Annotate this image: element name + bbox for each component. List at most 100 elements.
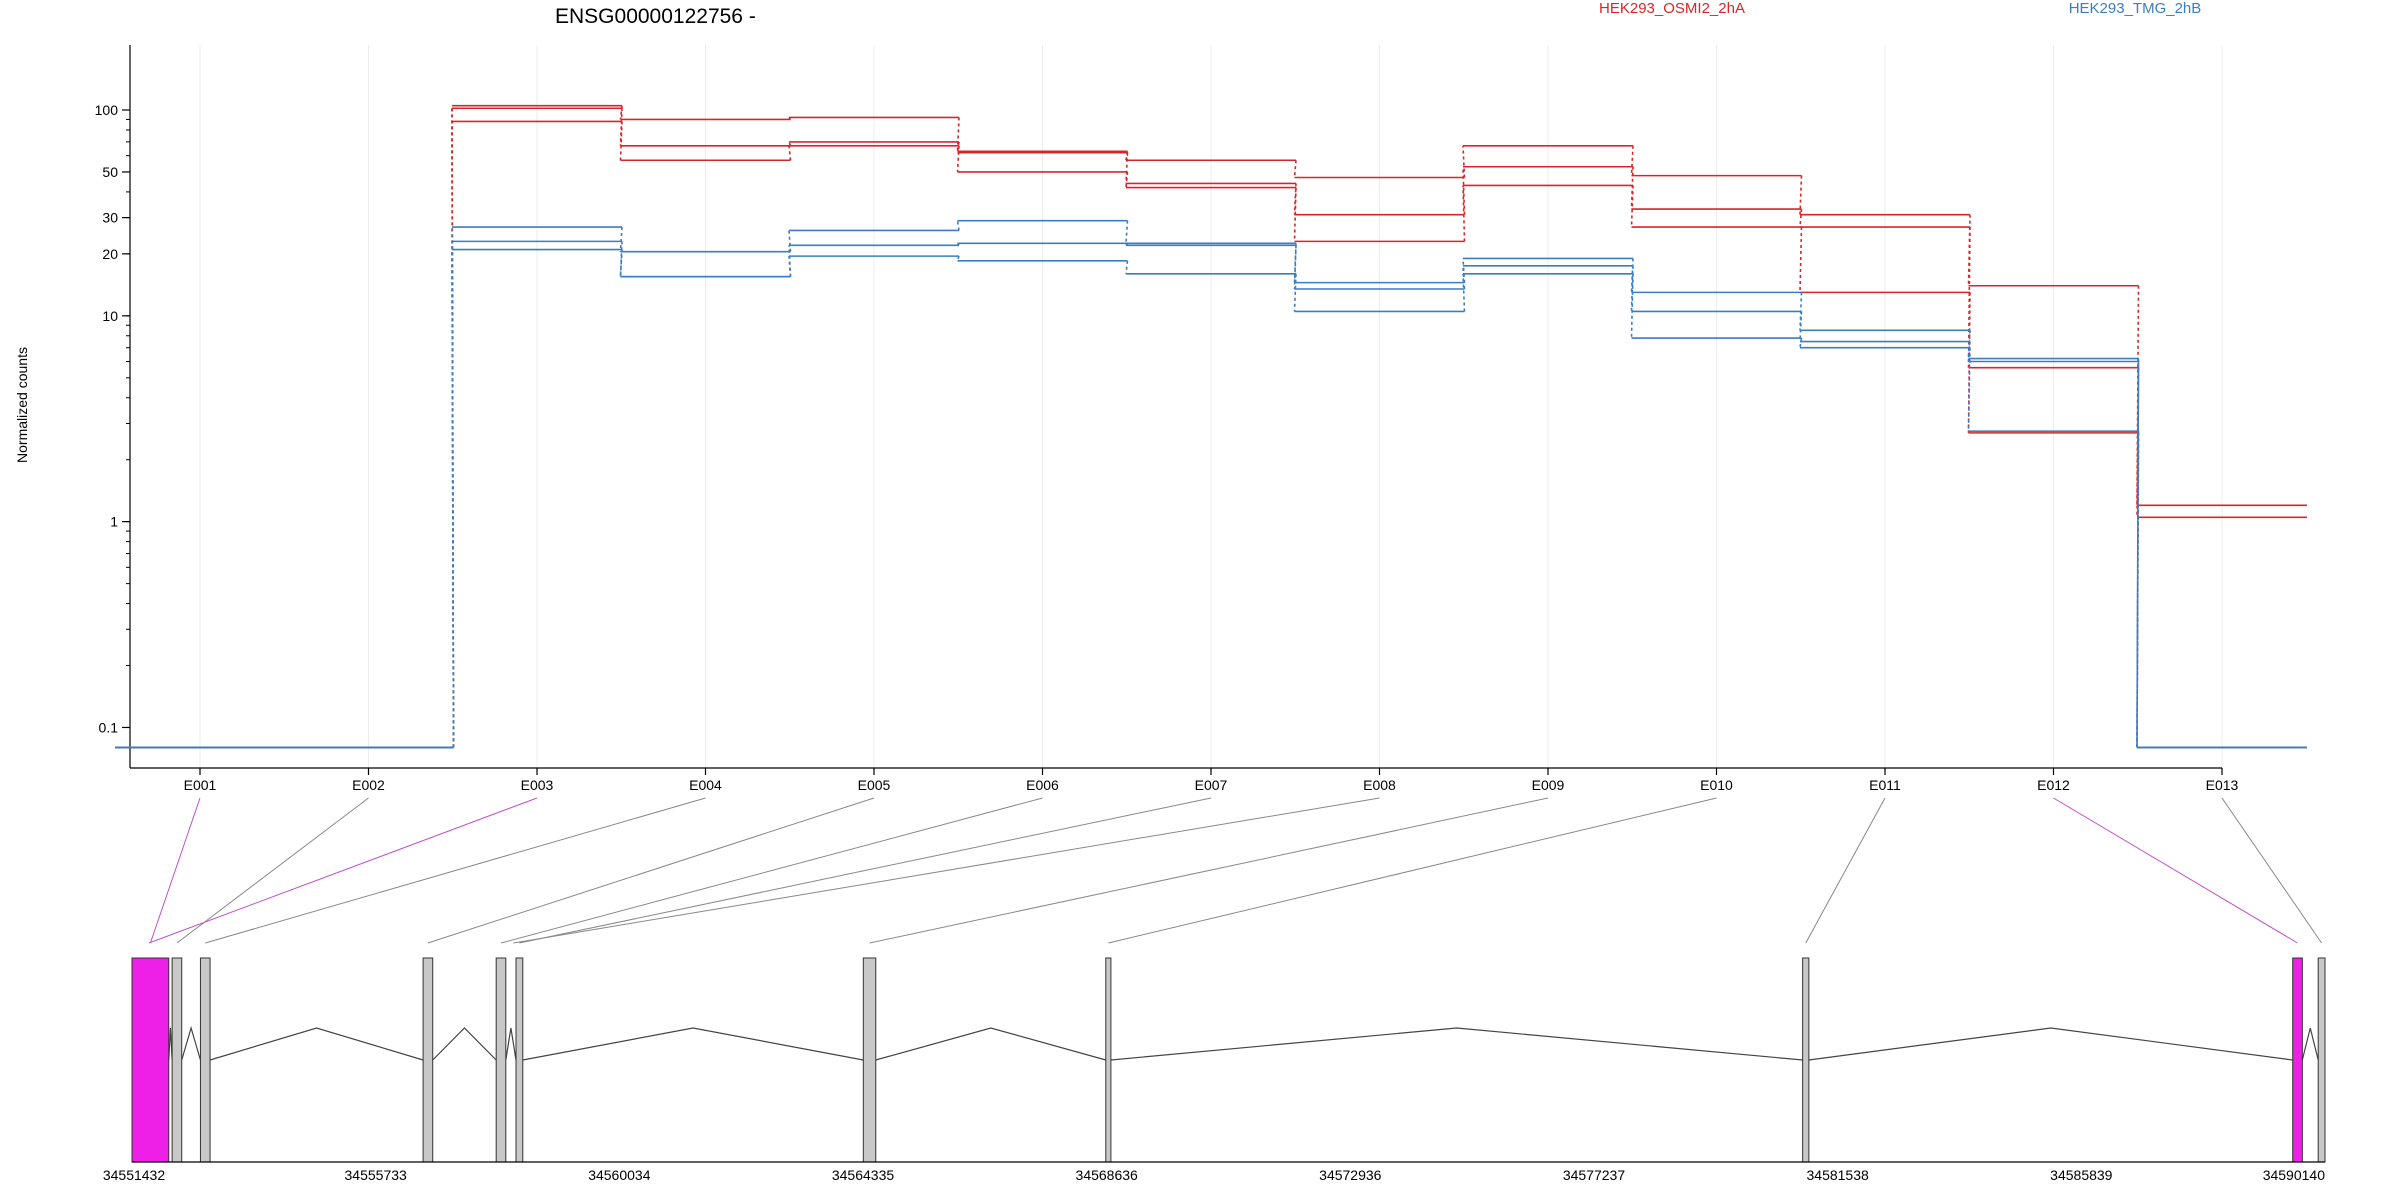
series-connector bbox=[1799, 227, 1803, 293]
series-connector bbox=[619, 227, 623, 252]
connector-E012 bbox=[2053, 797, 2298, 944]
series-connector bbox=[1462, 145, 1466, 178]
series-connector bbox=[451, 249, 455, 748]
series-connector bbox=[2136, 361, 2140, 748]
genome-tick-label: 34555733 bbox=[345, 1167, 408, 1183]
series-connector bbox=[1125, 171, 1129, 188]
series-connector bbox=[1630, 145, 1634, 176]
genome-tick-label: 34560034 bbox=[588, 1167, 651, 1183]
series-connector bbox=[1799, 209, 1803, 228]
series-connector bbox=[1293, 273, 1297, 312]
x-tick-label: E006 bbox=[1026, 777, 1059, 793]
connector-E011 bbox=[1805, 797, 1886, 944]
series-connector bbox=[956, 145, 960, 173]
genome-tick-label: 34581538 bbox=[1807, 1167, 1870, 1183]
exon-block bbox=[422, 957, 434, 1163]
series-connector bbox=[1293, 187, 1297, 242]
connector-E009 bbox=[869, 797, 1549, 944]
connector-E005 bbox=[427, 797, 875, 944]
series-connector bbox=[956, 255, 960, 262]
x-tick-label: E011 bbox=[1869, 777, 1901, 793]
y-tick-label: 10 bbox=[102, 308, 118, 324]
x-tick-label: E007 bbox=[1195, 777, 1228, 793]
intron bbox=[1808, 1027, 2293, 1061]
intron bbox=[875, 1027, 1106, 1061]
genome-tick-label: 34577237 bbox=[1563, 1167, 1626, 1183]
exon-block bbox=[2317, 957, 2326, 1163]
x-tick-label: E009 bbox=[1532, 777, 1565, 793]
series-connector bbox=[1630, 166, 1634, 210]
series-connector bbox=[1125, 220, 1129, 244]
exon-block bbox=[1802, 957, 1810, 1163]
series-connector bbox=[788, 145, 792, 161]
y-axis: 0.1 1 10 20 30 50 100 bbox=[95, 45, 131, 768]
intron bbox=[522, 1027, 864, 1061]
connector-E002 bbox=[176, 797, 369, 944]
x-tick-label: E010 bbox=[1700, 777, 1733, 793]
y-axis-label: Normalized counts bbox=[14, 347, 30, 463]
chart-title: ENSG00000122756 - bbox=[555, 5, 756, 28]
intron bbox=[209, 1027, 424, 1061]
x-tick-label: E013 bbox=[2206, 777, 2239, 793]
x-tick-label: E012 bbox=[2037, 777, 2070, 793]
series-connector bbox=[1125, 260, 1129, 274]
genome-tick-label: 34568636 bbox=[1076, 1167, 1139, 1183]
series-connector bbox=[1293, 183, 1297, 215]
series-connector bbox=[1293, 245, 1297, 290]
y-tick-label: 20 bbox=[102, 246, 118, 262]
series-connector bbox=[788, 256, 792, 277]
intron bbox=[2301, 1027, 2319, 1061]
series-6 bbox=[115, 248, 2307, 749]
exon-block bbox=[131, 957, 170, 1163]
series-connector bbox=[956, 141, 960, 153]
genome-tick-label: 34590140 bbox=[2263, 1167, 2326, 1183]
x-tick-label: E005 bbox=[858, 777, 891, 793]
y-tick-label: 1 bbox=[110, 514, 118, 530]
connector-E001 bbox=[149, 797, 201, 944]
series-connector bbox=[1799, 311, 1803, 342]
y-tick-label: 30 bbox=[102, 210, 118, 226]
series-connector bbox=[788, 230, 792, 252]
intron bbox=[168, 1027, 173, 1061]
series-connector bbox=[1462, 265, 1466, 290]
y-tick-label: 50 bbox=[102, 164, 118, 180]
series-connector bbox=[1462, 273, 1466, 312]
legend-entry-tmg: HEK293_TMG_2hB bbox=[2069, 0, 2202, 17]
connector-E003 bbox=[148, 797, 538, 944]
series-lines bbox=[115, 104, 2307, 749]
series-connector bbox=[1799, 337, 1803, 348]
intron bbox=[432, 1027, 497, 1061]
series-connector bbox=[956, 220, 960, 231]
exon-block bbox=[515, 957, 524, 1163]
exon-block bbox=[1105, 957, 1112, 1163]
series-connector bbox=[619, 121, 623, 161]
connector-E004 bbox=[205, 797, 706, 944]
genome-tick-label: 34564335 bbox=[832, 1167, 895, 1183]
intron bbox=[1110, 1027, 1803, 1061]
series-connector bbox=[2136, 431, 2140, 748]
legend-entry-osmi2: HEK293_OSMI2_2hA bbox=[1599, 0, 1745, 17]
connector-E007 bbox=[519, 797, 1212, 944]
series-connector bbox=[1799, 175, 1803, 215]
genome-tick-label: 34551432 bbox=[103, 1167, 166, 1183]
connector-E008 bbox=[513, 797, 1380, 944]
exon-block bbox=[2292, 957, 2303, 1163]
gene-model bbox=[131, 957, 2326, 1163]
x-tick-label: E008 bbox=[1363, 777, 1396, 793]
connector-E013 bbox=[2221, 797, 2323, 944]
genome-tick-label: 34572936 bbox=[1319, 1167, 1382, 1183]
genome-position-axis: 34551432 34555733 34560034 34564335 34568636… bbox=[103, 1161, 2326, 1183]
exon-axis: E001 E002 E003 E004 E005 E006 E007 E008 E009 E010… bbox=[130, 767, 2239, 793]
exon-block bbox=[862, 957, 877, 1163]
series-connector bbox=[1630, 185, 1634, 228]
series-connector bbox=[1293, 160, 1297, 178]
series-connector bbox=[1967, 347, 1971, 432]
x-tick-label: E003 bbox=[521, 777, 554, 793]
y-tick-label: 0.1 bbox=[99, 719, 119, 735]
x-tick-label: E002 bbox=[352, 777, 385, 793]
x-tick-label: E001 bbox=[184, 777, 217, 793]
series-connector bbox=[1462, 166, 1466, 215]
exon-block bbox=[495, 957, 507, 1163]
intron bbox=[505, 1027, 517, 1061]
grid-lines bbox=[199, 45, 2223, 768]
